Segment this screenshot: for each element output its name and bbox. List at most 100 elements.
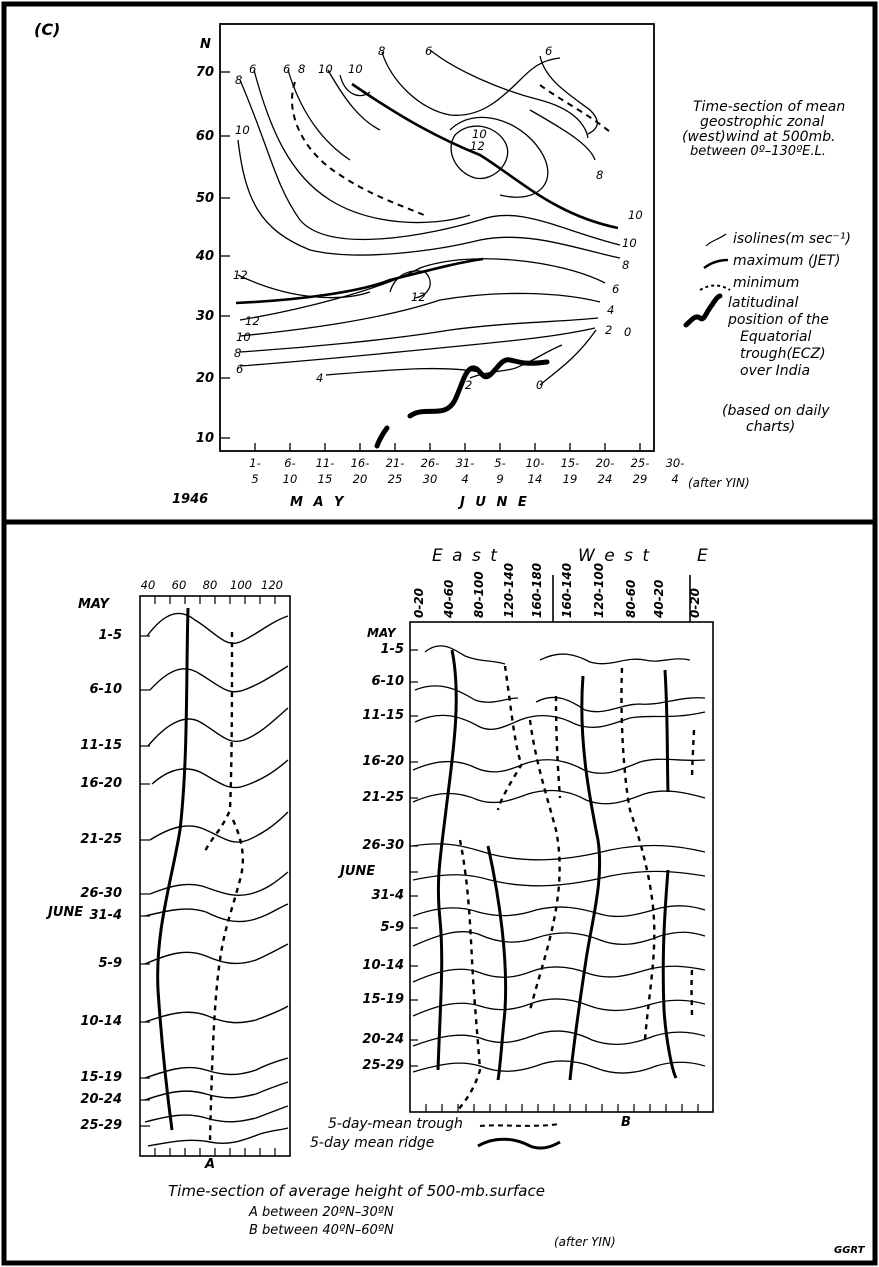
date-tick-label: 15 (317, 472, 333, 486)
panel-a-ridge (156, 607, 190, 1131)
lat-tick-label: 60 (195, 129, 214, 144)
row-date-label: 15-19 (362, 992, 404, 1007)
contour-value-label: 0 (536, 378, 544, 392)
minimum-lines (291, 81, 611, 216)
legend-minimum-label: minimum (733, 275, 800, 291)
panel-a-ticks (140, 596, 276, 1156)
date-tick-label: 10 (282, 472, 298, 486)
panel-b-letter: B (621, 1115, 631, 1130)
date-tick-label: 9 (496, 472, 504, 486)
panel-b-troughs (457, 665, 696, 1111)
lon-band-label: 160-140 (560, 562, 574, 618)
equatorial-trough-line (374, 357, 550, 449)
contour-value-label: 10 (235, 123, 250, 137)
date-tick-label: 21- (385, 456, 405, 470)
caption-a: A between 20ºN–30ºN (249, 1205, 394, 1220)
row-date-label: 6-10 (89, 682, 122, 697)
row-date-label: 1-5 (98, 628, 123, 643)
jet-maximum-lines (235, 82, 619, 305)
panel-b-e-header: E (697, 546, 708, 566)
lat-tick-label: 70 (195, 65, 214, 80)
legend-c-title-line: geostrophic zonal (700, 114, 825, 130)
legend-trough-ab: 5-day-mean trough (328, 1116, 463, 1132)
panel-a-june-label: JUNE (48, 905, 84, 920)
lon-band-label: 80-100 (472, 571, 486, 618)
date-tick-label: 1- (249, 456, 261, 470)
minimum-legend-glyph (699, 284, 731, 291)
date-tick-label: 10- (525, 456, 545, 470)
contour-value-label: 6 (545, 44, 553, 58)
legend-ridge-ab: 5-day mean ridge (310, 1135, 435, 1151)
row-date-label: 16-20 (80, 776, 122, 791)
ridge-legend-glyph-ab (477, 1137, 561, 1150)
lon-band-label: 40-60 (442, 579, 456, 618)
legend-trough-line: latitudinal (728, 295, 799, 311)
date-tick-label: 20- (595, 456, 615, 470)
legend-note-line: charts) (746, 419, 796, 435)
date-tick-label: 15- (560, 456, 580, 470)
contour-value-label: 6 (425, 44, 433, 58)
panel-a-plot (139, 595, 291, 1157)
legend-c-title-line: between 0º–130ºE.L. (690, 144, 826, 159)
contour-value-label: 6 (283, 62, 291, 76)
row-date-label: 5-9 (380, 920, 405, 935)
row-date-label: 10-14 (362, 958, 404, 973)
legend-note-line: (based on daily (722, 403, 830, 419)
date-tick-label: 20 (352, 472, 368, 486)
lon-tick-label: 100 (230, 578, 252, 592)
contour-value-label: 10 (622, 236, 637, 250)
lon-band-label: 0-20 (688, 587, 702, 618)
date-tick-label: 26- (420, 456, 440, 470)
date-tick-label: 5 (251, 472, 259, 486)
lat-tick-label: 10 (195, 431, 214, 446)
date-tick-label: 14 (527, 472, 543, 486)
date-tick-label: 30 (422, 472, 438, 486)
panel-b-june-label: JUNE (340, 864, 376, 879)
contour-value-label: 8 (235, 73, 243, 87)
panel-a-may-label: MAY (78, 597, 109, 612)
panel-c-credit: (after YIN) (688, 476, 750, 490)
caption-credit: (after YIN) (554, 1235, 616, 1249)
panel-b-ticks (410, 649, 699, 1112)
row-date-label: 21-25 (80, 832, 122, 847)
panel-c-axes-box (219, 23, 655, 452)
lon-tick-label: 120 (261, 578, 283, 592)
panel-b-ridges (436, 649, 678, 1081)
lon-band-label: 80-60 (624, 579, 638, 618)
date-tick-label: 30- (665, 456, 685, 470)
contour-value-label: 8 (378, 44, 386, 58)
date-tick-label: 16- (350, 456, 370, 470)
lon-tick-label: 80 (202, 578, 218, 592)
date-tick-label: 31- (455, 456, 475, 470)
lon-band-label: 120-100 (592, 562, 606, 618)
panel-a-trough (203, 631, 244, 1141)
contour-value-label: 8 (596, 168, 604, 182)
contour-value-label: 0 (624, 325, 632, 339)
row-date-label: 25-29 (80, 1118, 122, 1133)
month-june-label: J U N E (460, 495, 527, 510)
date-tick-label: 25 (387, 472, 403, 486)
row-date-label: 6-10 (371, 674, 404, 689)
legend-ab-glyphs (477, 1123, 561, 1150)
panel-b-axes-box (409, 621, 714, 1113)
contour-value-label: 10 (628, 208, 643, 222)
row-date-label: 11-15 (80, 738, 122, 753)
row-date-label: 25-29 (362, 1058, 404, 1073)
contour-value-label: 12 (470, 139, 485, 153)
row-date-label: 21-25 (362, 790, 404, 805)
date-tick-label: 25- (630, 456, 650, 470)
row-date-label: 11-15 (362, 708, 404, 723)
row-date-label: 15-19 (80, 1070, 122, 1085)
lon-tick-label: 60 (171, 578, 187, 592)
panel-c-label: (C) (34, 20, 61, 39)
legend-c-title-line: Time-section of mean (693, 99, 846, 115)
contour-value-label: 12 (245, 314, 260, 328)
lat-tick-label: 30 (195, 309, 214, 324)
panel-b-height-curves (412, 645, 706, 1074)
lon-band-label: 40-20 (652, 579, 666, 618)
legend-trough-line: position of the (728, 312, 829, 328)
row-date-label: 31-4 (89, 908, 122, 923)
date-tick-label: 6- (284, 456, 296, 470)
